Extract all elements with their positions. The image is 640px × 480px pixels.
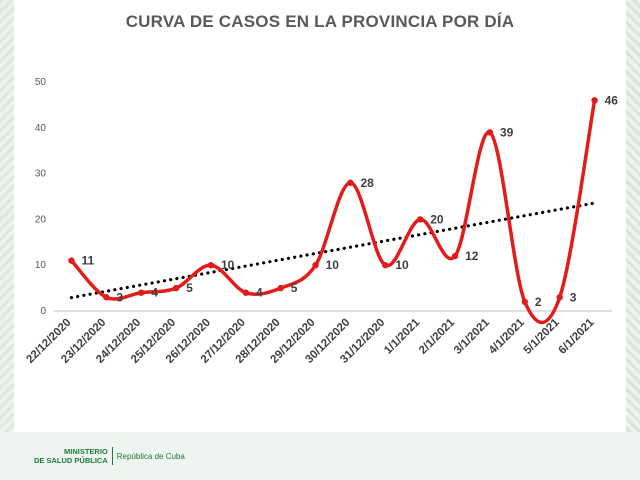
- logo-separator: [111, 447, 113, 465]
- data-point: [242, 289, 250, 296]
- x-tick-label: 4/1/2021: [487, 316, 528, 357]
- data-point: [68, 257, 75, 264]
- data-label: 10: [395, 258, 409, 272]
- data-label: 12: [465, 249, 479, 263]
- data-point: [137, 289, 145, 296]
- data-point: [382, 262, 389, 269]
- ministry-name-line2: DE SALUD PÚBLICA: [34, 456, 108, 465]
- data-label: 5: [291, 281, 298, 295]
- data-point: [312, 262, 319, 269]
- chart-title: CURVA DE CASOS EN LA PROVINCIA POR DÍA: [125, 12, 515, 31]
- data-label: 10: [326, 258, 340, 272]
- data-point: [486, 129, 494, 136]
- data-label: 10: [221, 258, 235, 272]
- data-point: [172, 284, 180, 292]
- y-tick-label: 20: [35, 214, 47, 225]
- ministry-logo: MINISTERIO DE SALUD PÚBLICA República de…: [34, 447, 185, 465]
- x-tick-label: 3/1/2021: [452, 316, 493, 357]
- data-label: 46: [605, 93, 619, 107]
- data-point: [277, 284, 284, 292]
- data-point: [347, 179, 354, 186]
- ministry-name-line1: MINISTERIO: [64, 447, 108, 456]
- y-tick-label: 10: [35, 260, 47, 271]
- data-label: 11: [81, 254, 94, 268]
- data-label: 3: [116, 290, 123, 304]
- data-point: [591, 97, 598, 104]
- data-label: 5: [186, 281, 193, 295]
- data-point: [207, 262, 215, 269]
- republic-name: República de Cuba: [116, 451, 185, 461]
- x-tick-label: 1/1/2021: [382, 316, 423, 357]
- data-point: [103, 294, 110, 301]
- data-label: 28: [360, 176, 374, 190]
- y-tick-label: 30: [35, 169, 47, 180]
- data-label: 4: [256, 286, 263, 300]
- series-line: [69, 98, 597, 325]
- left-decorative-border: [0, 0, 14, 440]
- data-point: [556, 294, 563, 301]
- data-label: 2: [535, 295, 542, 309]
- x-tick-label: 6/1/2021: [557, 316, 598, 357]
- data-label: 3: [570, 290, 577, 304]
- data-label: 4: [151, 286, 158, 300]
- data-point: [521, 298, 529, 306]
- right-decorative-border: [626, 0, 640, 440]
- y-tick-label: 0: [40, 306, 46, 317]
- y-tick-label: 40: [35, 123, 47, 134]
- line-chart: 0102030405022/12/202023/12/202024/12/202…: [24, 77, 619, 366]
- data-label: 20: [430, 212, 444, 226]
- data-point: [416, 216, 424, 223]
- trendline: [69, 201, 597, 300]
- chart-slide: CURVA DE CASOS EN LA PROVINCIA POR DÍA 0…: [14, 0, 626, 432]
- data-label: 39: [500, 125, 514, 139]
- x-tick-label: 2/1/2021: [417, 316, 458, 357]
- y-tick-label: 50: [35, 77, 47, 88]
- data-point: [451, 252, 459, 260]
- footer-bar: [0, 432, 640, 480]
